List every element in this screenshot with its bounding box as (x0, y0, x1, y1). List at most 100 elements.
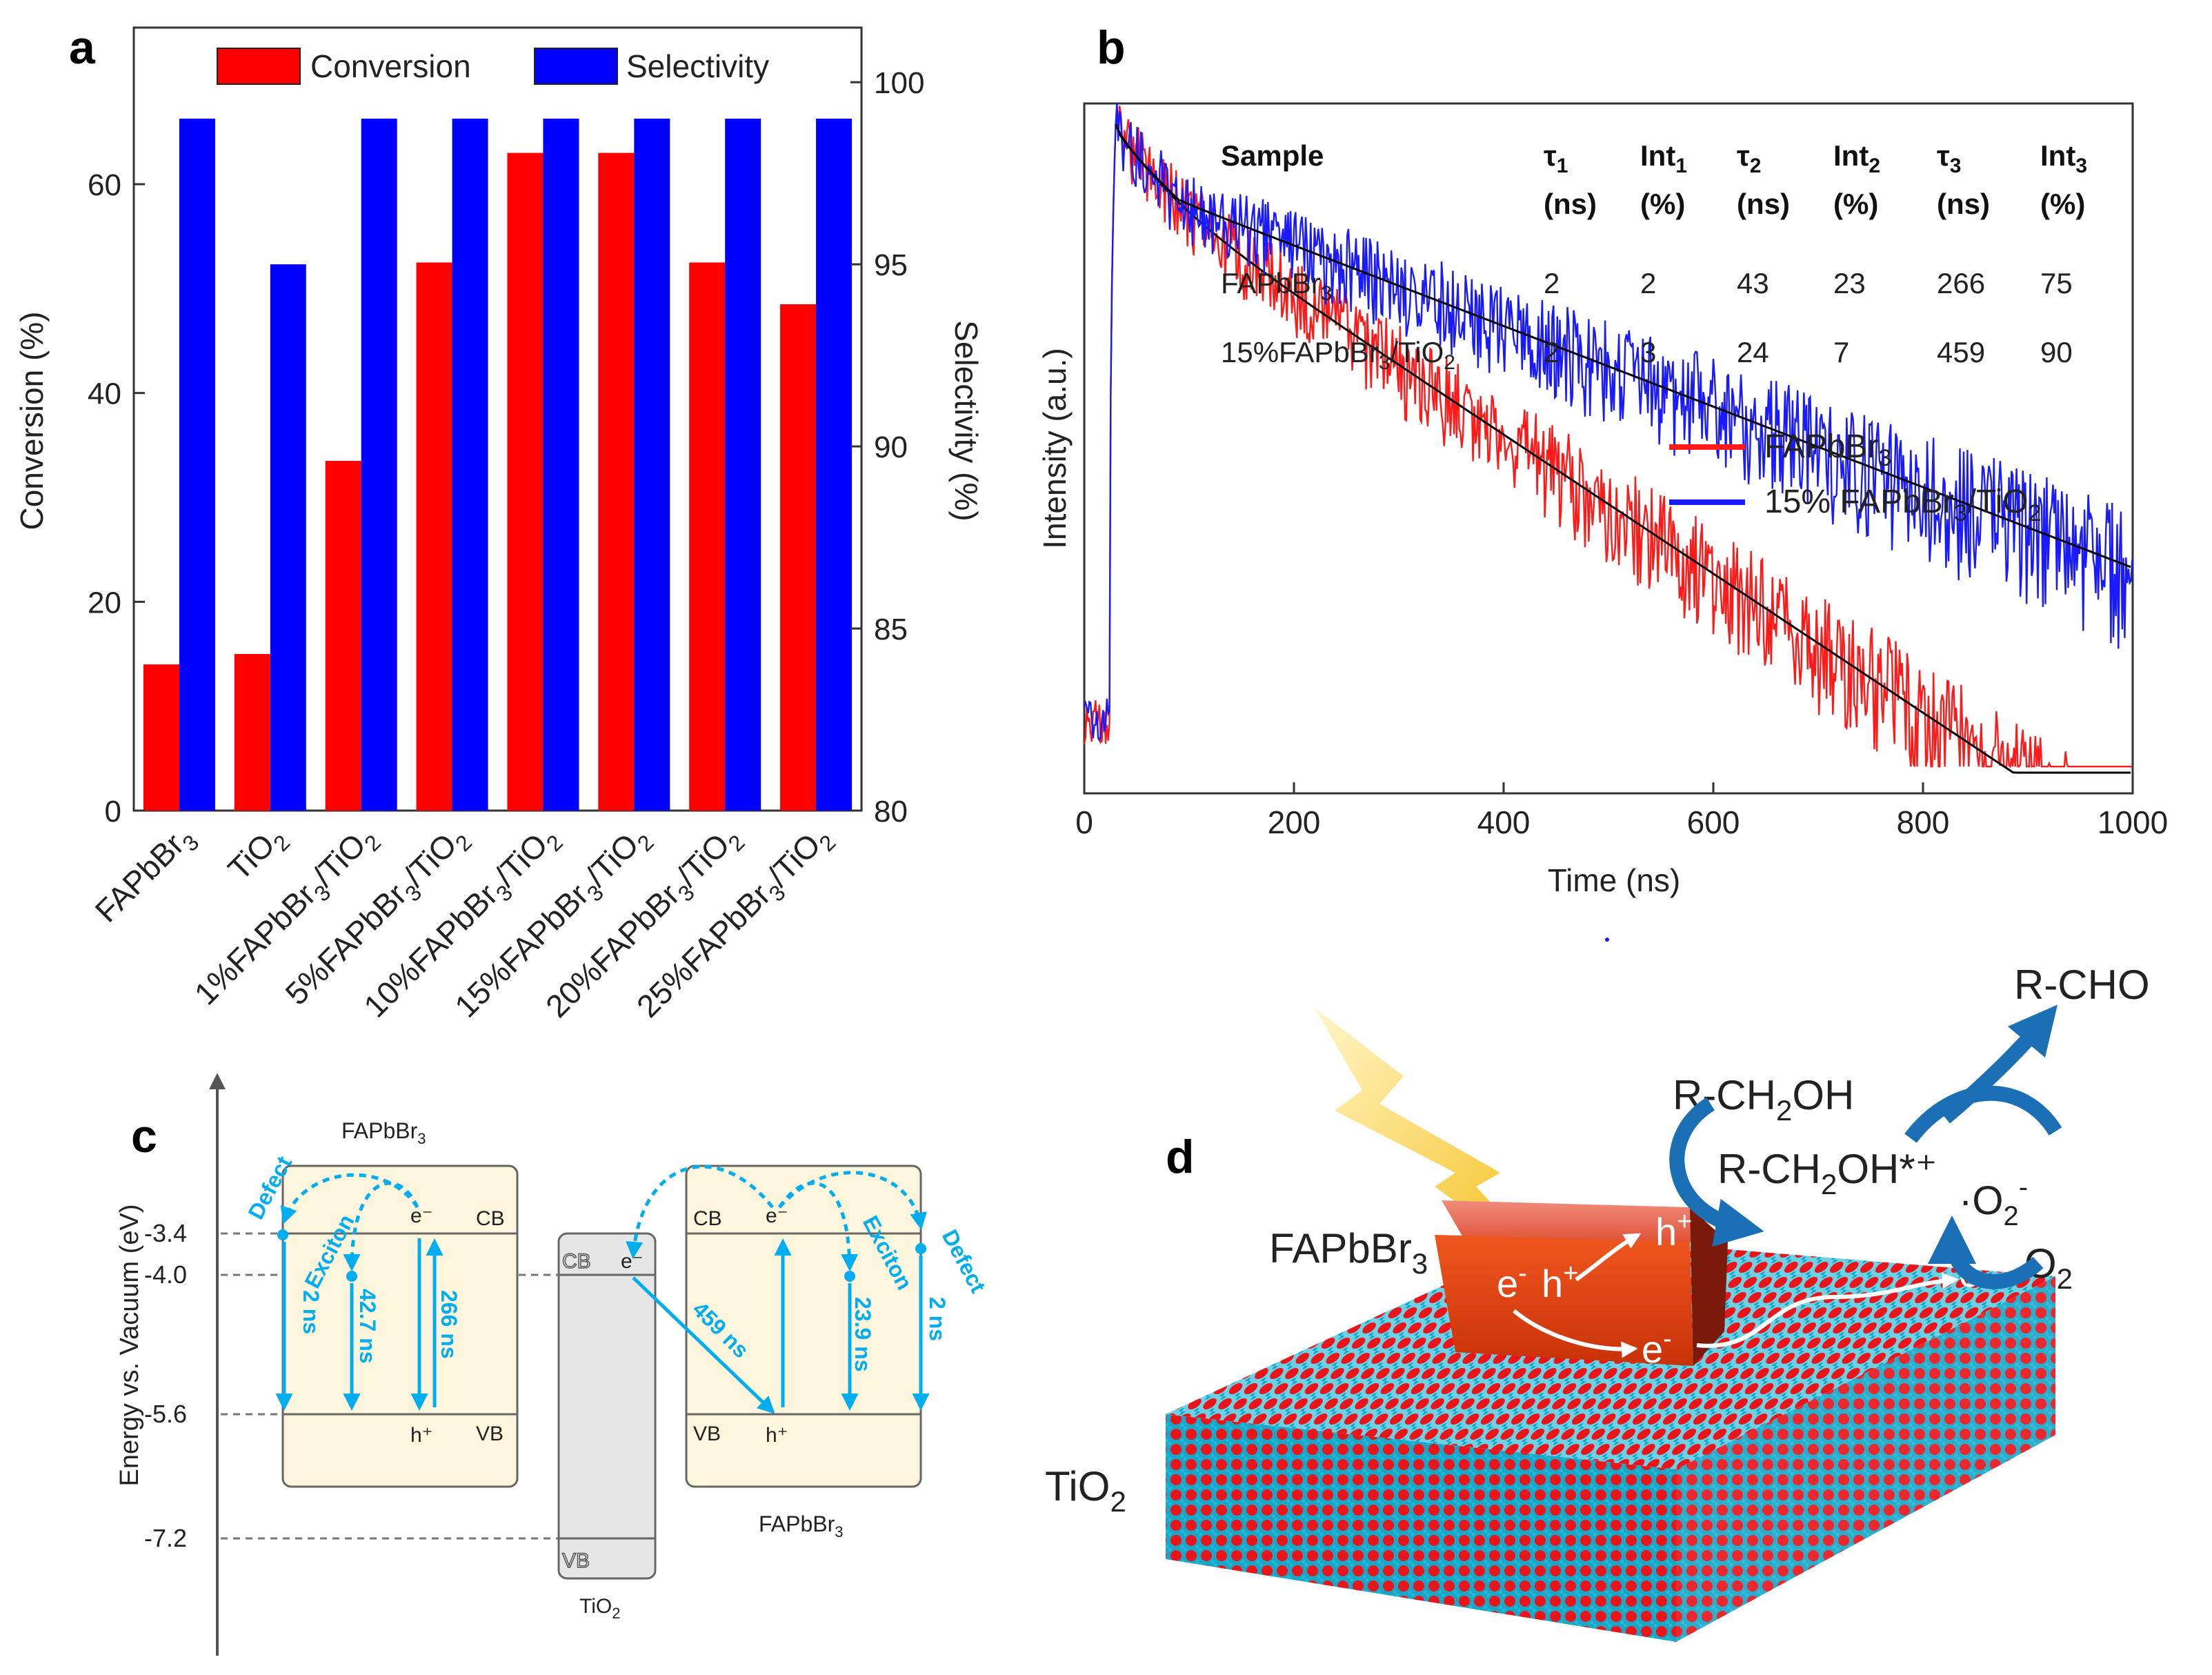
table-cell: 2 (1544, 336, 1560, 368)
vb-label-left: VB (476, 1423, 504, 1445)
left-tick-label: 20 (88, 586, 121, 620)
selectivity-bar (543, 118, 579, 811)
tio2-slab-side (1676, 1276, 2055, 1642)
conversion-bar (325, 461, 361, 811)
energy-axis-label: Energy vs. Vacuum (eV) (115, 1204, 144, 1486)
panel-b-label: b (1097, 21, 1126, 74)
reduction-arrow (1927, 1215, 2044, 1289)
left-tick-label: 0 (105, 795, 121, 829)
electron-migration-arrow (1513, 1309, 1638, 1358)
table-header: Sample (1221, 139, 1324, 172)
legend-composite: 15% FAPbBr3/TiO2 (1764, 484, 2042, 526)
vb-label-right: VB (693, 1423, 721, 1445)
cb-label-right: CB (693, 1207, 722, 1230)
superoxide-label: ·O2- (1959, 1172, 2028, 1231)
selectivity-bar (634, 118, 670, 811)
table-header: τ3 (1937, 139, 1961, 177)
left-tick-label: 40 (88, 377, 121, 411)
panel-c-label: c (131, 1110, 157, 1162)
x-tick-label: 1000 (2098, 804, 2168, 840)
table-cell: 90 (2040, 336, 2073, 368)
x-axis-ticks: 0 200 400 600 800 1000 (1075, 782, 2168, 840)
hole-migration-arrow (1575, 1233, 1642, 1282)
level-4.0: -4.0 (144, 1260, 187, 1289)
table-header: Int3 (2040, 139, 2087, 177)
left-axis-ticks: 0 20 40 60 (88, 168, 145, 829)
panel-a-bar-chart: a 0 20 40 60 80 85 90 95 100 FAPbBr3 TiO21%FAPbB… (14, 21, 984, 1024)
table-header: τ1 (1544, 139, 1568, 177)
right-tick-label: 90 (874, 430, 908, 464)
table-unit: (%) (1833, 188, 1878, 220)
table-cell: 43 (1737, 267, 1769, 299)
transfer-path (626, 1164, 774, 1259)
x-tick-label: 200 (1268, 804, 1321, 840)
plot-frame-b (1083, 102, 2134, 795)
table-cell: 2 (1544, 267, 1560, 299)
panel-a-label: a (69, 21, 96, 74)
conversion-bar (234, 654, 270, 811)
perovskite-cube-front (1435, 1235, 1693, 1366)
level-3.4: -3.4 (144, 1219, 187, 1247)
perovskite-cube-top (1442, 1200, 1724, 1242)
table-cell: 2 (1640, 267, 1656, 299)
level-7.2: -7.2 (144, 1524, 187, 1552)
left-tick-label: 60 (88, 168, 121, 202)
conversion-bar (780, 304, 817, 811)
stray-dot (1605, 938, 1609, 942)
category-label: FAPbBr3 (88, 817, 204, 933)
hole-cube: h+ (1542, 1259, 1578, 1305)
defect-path-left (280, 1173, 419, 1225)
time-2ns-left: 2 ns (299, 1290, 323, 1334)
selectivity-bar (361, 118, 397, 811)
category-labels: FAPbBr3 TiO21%FAPbBr3/TiO25%FAPbBr3/TiO21… (88, 817, 841, 1024)
fapbbr3-decay-line (1083, 106, 2133, 769)
table-row-sample: FAPbBr3 (1221, 267, 1332, 305)
time-2ns-right: 2 ns (925, 1297, 950, 1341)
tio2-band (557, 1232, 657, 1580)
table-cell: 75 (2040, 267, 2073, 299)
bar-group (143, 118, 853, 811)
fapbbr3-fit-line (1115, 123, 2131, 774)
table-cell: 24 (1737, 336, 1769, 368)
right-tick-label: 85 (874, 613, 908, 646)
tio2-vb-label: VB (562, 1549, 590, 1572)
table-unit: (ns) (1737, 188, 1790, 220)
selectivity-bar (452, 118, 488, 811)
y2-axis-label: Selectivity (%) (948, 320, 984, 521)
defect-path-right (778, 1171, 927, 1230)
electron-interface: e- (1642, 1325, 1672, 1371)
table-unit: (ns) (1937, 188, 1990, 220)
legend-swatch-conversion (217, 48, 301, 85)
conversion-bar (507, 152, 544, 811)
aldehyde-label: R-CHO (2014, 962, 2150, 1008)
x-axis-label: Time (ns) (1548, 862, 1681, 898)
legend-swatch-selectivity (534, 48, 618, 85)
x-tick-label: 800 (1897, 804, 1950, 840)
table-cell: 3 (1640, 336, 1656, 368)
plot-frame (132, 26, 863, 812)
hole-left: h⁺ (410, 1424, 433, 1447)
defect-label-right: Defect (937, 1225, 991, 1297)
hole-surface: h+ (1655, 1207, 1692, 1253)
table-cell: 266 (1937, 267, 1985, 299)
tio2-label: TiO2 (579, 1595, 620, 1622)
exciton-path-right (777, 1181, 859, 1271)
table-unit: (%) (2040, 188, 2085, 220)
conversion-bar (416, 262, 452, 811)
category-label: TiO2 (221, 817, 295, 891)
decay-curves (1083, 103, 2133, 774)
lifetime-table: Sample τ1 (ns) Int1 (%) τ2 (ns) Int2 (%) τ3 (ns) In… (1221, 139, 2087, 374)
panel-b-decay-chart: b 0 200 400 600 800 1000 Time (ns) Intensity … (1037, 21, 2168, 942)
table-cell: 459 (1937, 336, 1985, 368)
energy-levels: -3.4 -4.0 -5.6 -7.2 (144, 1219, 559, 1552)
legend-fapbbr3: FAPbBr3 (1764, 428, 1891, 471)
time-23ns: 23.9 ns (850, 1297, 875, 1372)
defect-dot-left (277, 1229, 288, 1240)
radical-label: R-CH2OH*⁺ (1717, 1146, 1937, 1200)
fapbbr3-label-d: FAPbBr3 (1269, 1225, 1428, 1280)
time-266ns: 266 ns (437, 1290, 461, 1359)
selectivity-bar (179, 118, 215, 811)
electron-cube: e- (1497, 1259, 1527, 1305)
conversion-bar (689, 262, 726, 811)
